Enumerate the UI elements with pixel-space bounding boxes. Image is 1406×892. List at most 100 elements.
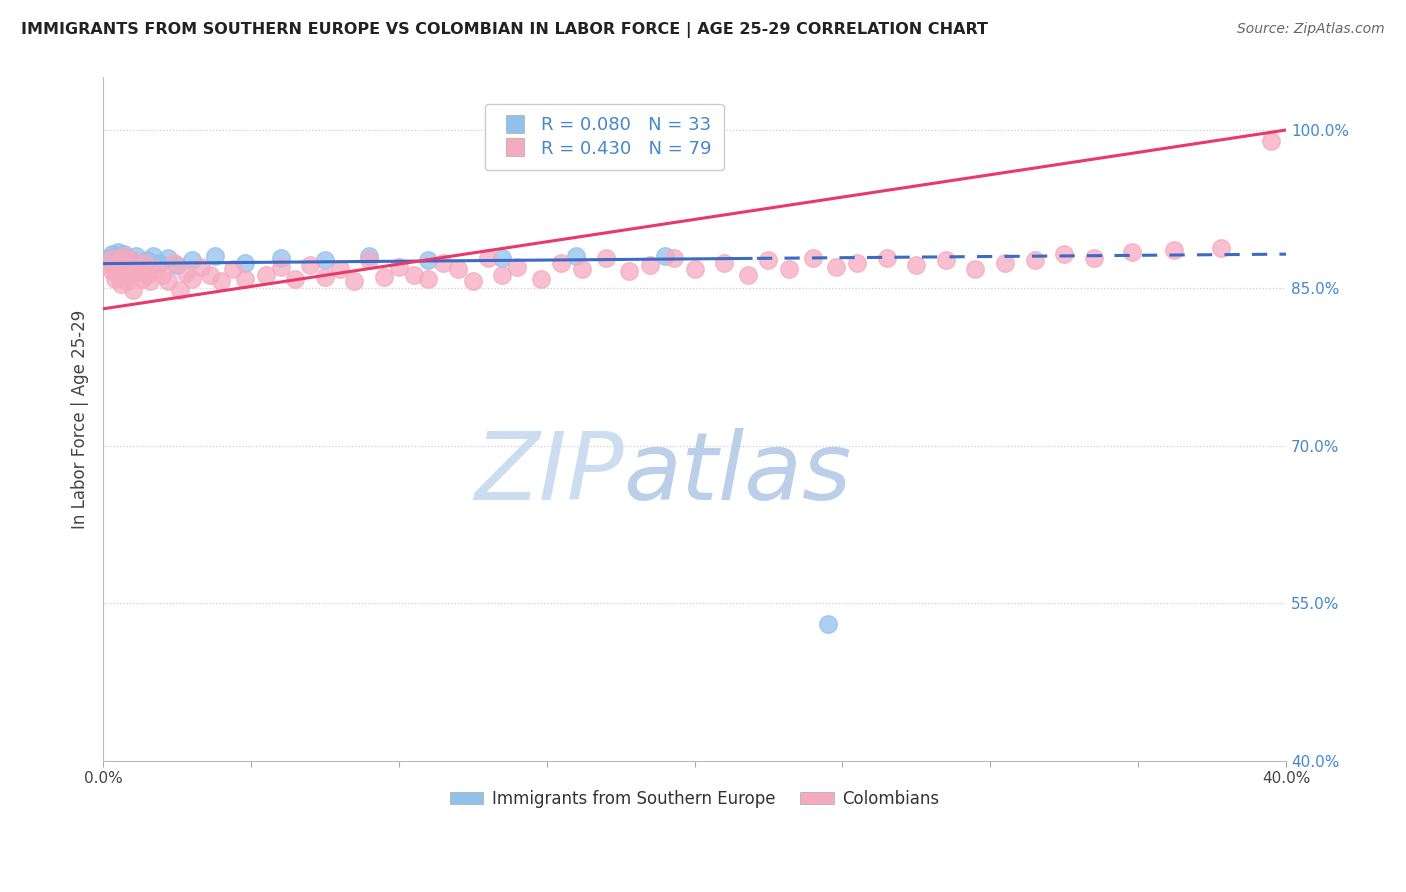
Point xyxy=(110,252,132,266)
Point xyxy=(124,266,146,280)
Point xyxy=(124,249,146,263)
Point xyxy=(359,249,381,263)
Point xyxy=(1053,247,1076,261)
Point xyxy=(157,275,180,289)
Point xyxy=(112,261,135,276)
Point xyxy=(148,255,170,269)
Point xyxy=(128,260,150,274)
Point xyxy=(98,258,121,272)
Point xyxy=(169,283,191,297)
Point xyxy=(491,268,513,282)
Point xyxy=(101,264,124,278)
Point xyxy=(254,268,277,282)
Point xyxy=(506,260,529,274)
Text: Source: ZipAtlas.com: Source: ZipAtlas.com xyxy=(1237,22,1385,37)
Point xyxy=(530,272,553,286)
Point xyxy=(402,268,425,282)
Point xyxy=(110,253,132,268)
Point xyxy=(180,272,202,286)
Point xyxy=(136,268,159,282)
Point xyxy=(222,261,245,276)
Point xyxy=(110,277,132,291)
Point xyxy=(104,260,127,274)
Point xyxy=(104,260,127,274)
Point xyxy=(905,258,928,272)
Point xyxy=(139,275,162,289)
Point xyxy=(112,249,135,263)
Point xyxy=(461,275,484,289)
Point xyxy=(157,252,180,266)
Point xyxy=(233,255,256,269)
Y-axis label: In Labor Force | Age 25-29: In Labor Force | Age 25-29 xyxy=(72,310,89,529)
Point xyxy=(1209,241,1232,255)
Point xyxy=(110,264,132,278)
Point xyxy=(180,253,202,268)
Point xyxy=(801,252,824,266)
Point xyxy=(778,261,800,276)
Point xyxy=(965,261,987,276)
Point xyxy=(713,255,735,269)
Point xyxy=(817,617,839,632)
Point xyxy=(359,253,381,268)
Point xyxy=(115,260,138,274)
Point xyxy=(204,249,226,263)
Point xyxy=(447,261,470,276)
Point xyxy=(190,260,212,274)
Point xyxy=(107,268,129,282)
Point xyxy=(1121,245,1143,260)
Point xyxy=(112,255,135,269)
Point xyxy=(107,258,129,272)
Point xyxy=(418,272,440,286)
Point xyxy=(935,253,957,268)
Point xyxy=(270,252,292,266)
Point xyxy=(142,249,165,263)
Point xyxy=(121,255,143,269)
Point xyxy=(758,253,780,268)
Point xyxy=(491,252,513,266)
Point xyxy=(134,255,156,269)
Point xyxy=(737,268,759,282)
Point xyxy=(565,249,588,263)
Point xyxy=(118,253,141,268)
Point xyxy=(118,268,141,282)
Point xyxy=(136,253,159,268)
Point xyxy=(115,260,138,274)
Point xyxy=(145,261,167,276)
Point xyxy=(662,252,685,266)
Point xyxy=(131,261,153,276)
Point xyxy=(619,264,641,278)
Point xyxy=(343,275,366,289)
Point xyxy=(128,258,150,272)
Point xyxy=(1260,134,1282,148)
Point xyxy=(107,255,129,269)
Point xyxy=(209,275,232,289)
Point xyxy=(683,261,706,276)
Legend: Immigrants from Southern Europe, Colombians: Immigrants from Southern Europe, Colombi… xyxy=(443,783,946,814)
Point xyxy=(595,252,617,266)
Point xyxy=(477,252,499,266)
Text: IMMIGRANTS FROM SOUTHERN EUROPE VS COLOMBIAN IN LABOR FORCE | AGE 25-29 CORRELAT: IMMIGRANTS FROM SOUTHERN EUROPE VS COLOM… xyxy=(21,22,988,38)
Point xyxy=(994,255,1017,269)
Point xyxy=(198,268,221,282)
Point xyxy=(299,258,322,272)
Point xyxy=(121,283,143,297)
Point xyxy=(174,266,197,280)
Point xyxy=(571,261,593,276)
Point xyxy=(166,258,188,272)
Point xyxy=(825,260,848,274)
Point xyxy=(284,272,307,286)
Point xyxy=(98,252,121,266)
Point xyxy=(329,261,352,276)
Point xyxy=(654,249,676,263)
Point xyxy=(314,253,336,268)
Point xyxy=(233,272,256,286)
Point xyxy=(150,268,173,282)
Point xyxy=(1163,243,1185,257)
Point xyxy=(418,253,440,268)
Point xyxy=(270,260,292,274)
Point xyxy=(876,252,898,266)
Point xyxy=(373,270,395,285)
Point xyxy=(101,255,124,269)
Point xyxy=(1083,252,1105,266)
Point xyxy=(550,255,572,269)
